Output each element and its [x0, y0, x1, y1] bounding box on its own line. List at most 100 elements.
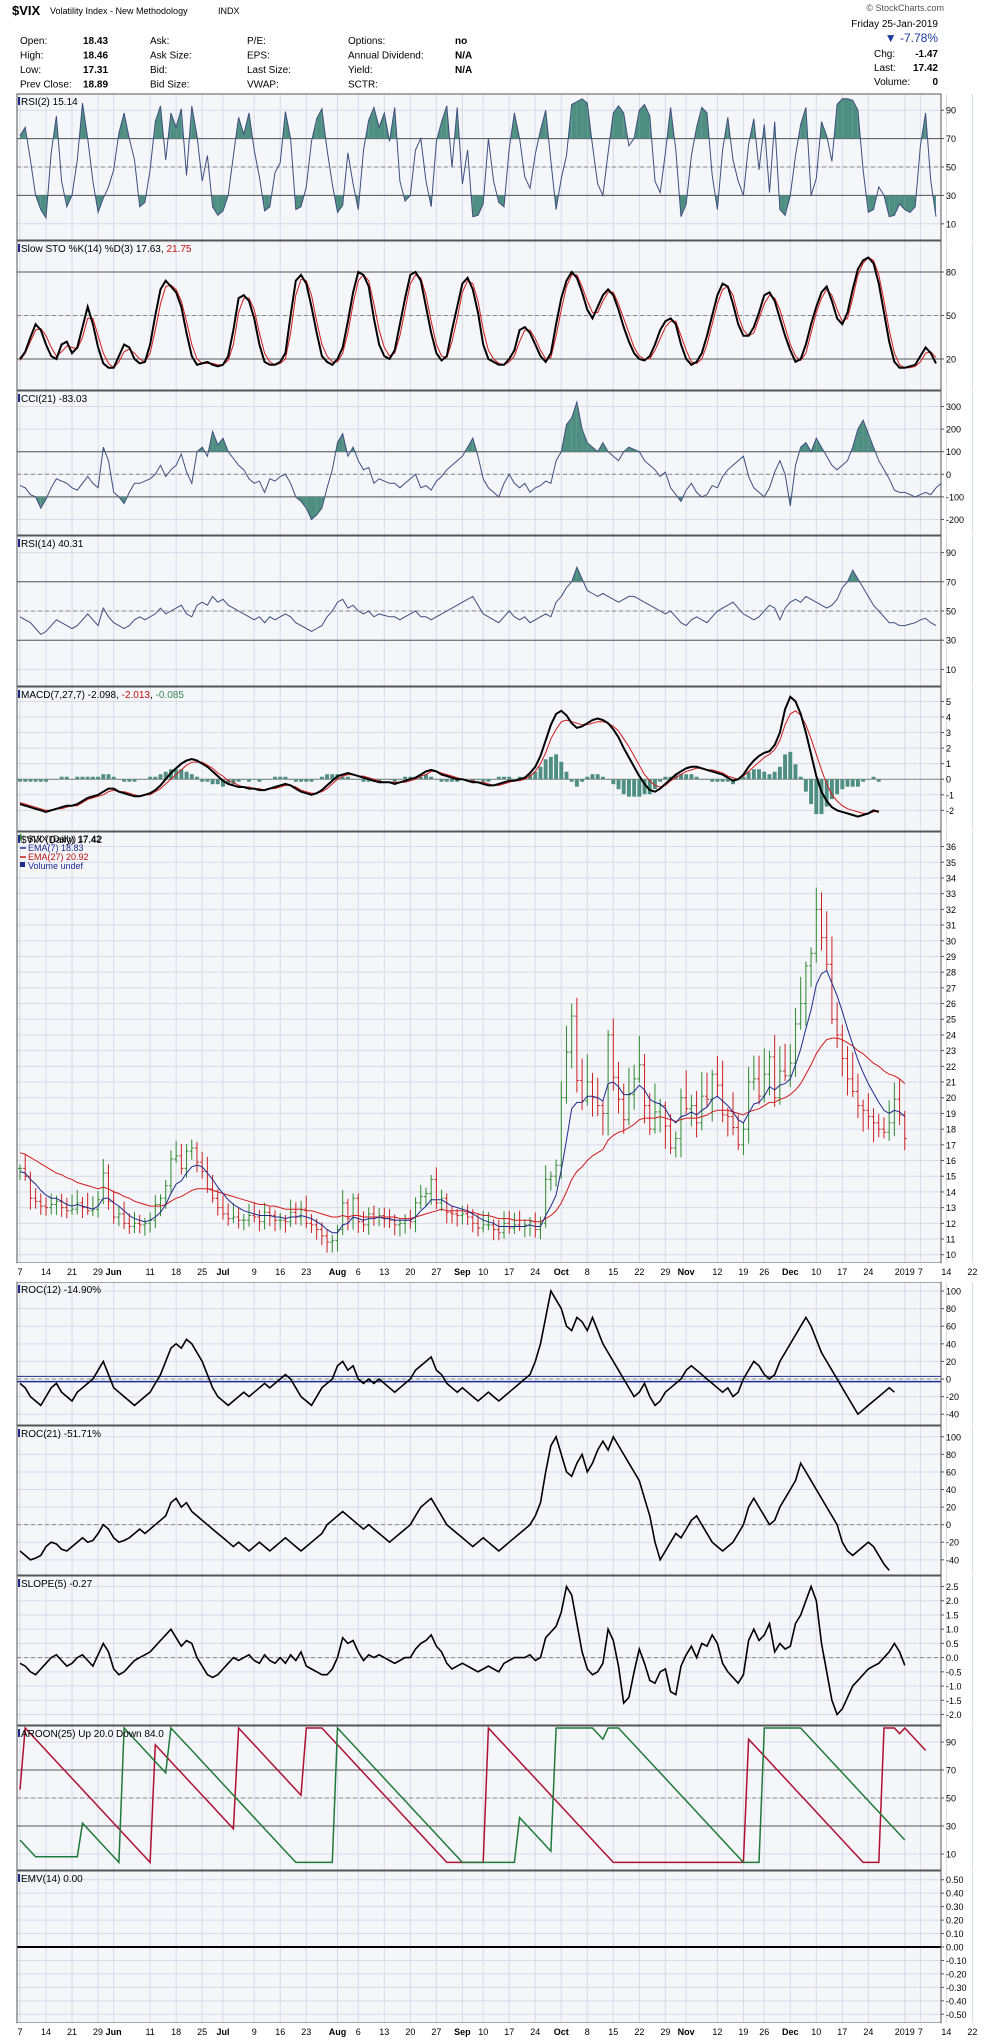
panel-title: SLOPE(5) -0.27: [21, 1579, 93, 1590]
y-tick-label: 60: [946, 1467, 956, 1477]
plot-area: [18, 887, 907, 1253]
watermark-text: © StockCharts.com: [866, 3, 944, 13]
x-month-label: Sep: [454, 1267, 471, 1277]
macd-histogram-bar: [54, 779, 59, 780]
y-tick-label: 22: [946, 1062, 956, 1072]
plot-area: [17, 1584, 941, 1717]
y-tick-label: -1.5: [946, 1696, 962, 1706]
x-day-label: 29: [660, 2027, 670, 2037]
band-fill-segment: [576, 402, 583, 452]
y-tick-label: 30: [946, 191, 956, 201]
quote-value: 18.46: [83, 51, 108, 62]
quote-right-label: Last:: [874, 63, 896, 74]
macd-histogram-bar: [647, 779, 652, 795]
x-axis-middle: 7 14 21 29 Jun 11 18 25 Jul 9 16 23 Aug 6 13 20 27 Sep 10 1…: [17, 1263, 977, 1282]
band-fill-segment: [478, 195, 484, 216]
slope-line: [19, 1584, 906, 1717]
y-tick-label: 60: [946, 1322, 956, 1332]
macd-histogram-bar: [387, 779, 392, 780]
y-tick-label: 50: [946, 311, 956, 321]
macd-histogram-bar: [793, 764, 798, 780]
panel-marker: [18, 539, 20, 547]
macd-histogram-bar: [710, 779, 715, 782]
y-tick-label: 40: [946, 1485, 956, 1495]
y-tick-label: 26: [946, 999, 956, 1009]
band-fill-segment: [628, 447, 635, 452]
quote-label: VWAP:: [247, 80, 279, 91]
y-tick-label: 18: [946, 1125, 956, 1135]
x-month-label: Oct: [554, 2027, 569, 2037]
legend-label: $VIX (Daily) 17.42: [28, 834, 101, 844]
macd-histogram-bar: [205, 779, 210, 782]
panel-background: [17, 687, 941, 831]
x-axis-bottom: 7 14 21 29 Jun 11 18 25 Jul 9 16 23 Aug 6 13 20 27 Sep 10 1…: [17, 2023, 977, 2041]
band-fill-segment: [800, 442, 806, 452]
panel-background: [17, 391, 941, 535]
x-month-label: Jul: [216, 2027, 229, 2037]
y-tick-label: 28: [946, 968, 956, 978]
panel-rsi14: 10 30 50 70 90 RSI(14) 40.31: [16, 535, 973, 687]
band-fill-segment: [857, 420, 864, 452]
x-month-label: Dec: [782, 2027, 799, 2037]
panel-border: [16, 390, 942, 536]
macd-histogram-bar: [533, 771, 538, 780]
panel-marker: [18, 394, 20, 402]
band-fill-segment: [899, 195, 905, 210]
y-tick-label: 90: [946, 1738, 956, 1748]
quote-label: Open:: [20, 36, 47, 47]
x-day-label: 24: [530, 2027, 540, 2037]
panel-price: 10 11 12 13 14 15 16 17 18 19 20 21 22 23 24 25 26 27 28 29…: [16, 831, 973, 1264]
band-fill-segment: [170, 113, 177, 139]
x-day-label: 17: [837, 1267, 847, 1277]
macd-histogram-bar: [621, 779, 626, 795]
title-part: -2.013: [122, 690, 151, 701]
macd-histogram-bar: [772, 771, 777, 780]
band-fill-segment: [613, 105, 619, 139]
y-tick-label: 70: [946, 1766, 956, 1776]
macd-histogram-bar: [80, 776, 85, 780]
y-tick-label: 100: [946, 1287, 961, 1297]
x-day-label: 21: [67, 2027, 77, 2037]
macd-histogram-bar: [382, 779, 387, 780]
x-day-label: 24: [530, 1267, 540, 1277]
y-tick-label: 20: [946, 355, 956, 365]
band-fill-segment: [566, 417, 572, 452]
macd-histogram-bar: [288, 779, 293, 780]
panel-title: AROON(25) Up 20.0 Down 84.0: [21, 1729, 164, 1740]
band-fill-segment: [498, 195, 504, 207]
macd-histogram-bar: [122, 779, 127, 782]
x-day-label: 15: [608, 1267, 618, 1277]
macd-histogram-bar: [606, 779, 611, 780]
y-tick-label: -1.0: [946, 1682, 962, 1692]
y-tick-label: 0.00: [946, 1943, 964, 1953]
roc12-line: [19, 1288, 895, 1416]
band-fill-segment: [212, 195, 218, 216]
ema27-line: [19, 1037, 906, 1223]
aroon-up-line: [19, 1726, 906, 1865]
macd-histogram-bar: [538, 766, 543, 780]
y-tick-label: 1: [946, 759, 951, 769]
y-tick-label: -40: [946, 1555, 959, 1565]
macd-histogram-bar: [116, 779, 121, 780]
quote-label: Yield:: [348, 65, 373, 76]
macd-histogram-bar: [28, 779, 33, 782]
macd-histogram-bar: [18, 779, 22, 782]
y-tick-label: -0.50: [946, 2010, 967, 2020]
macd-histogram-bar: [595, 774, 600, 780]
x-day-label: 22: [634, 1267, 644, 1277]
band-fill-segment: [837, 98, 843, 139]
quote-label: High:: [20, 51, 43, 62]
y-tick-label: 0: [946, 1375, 951, 1385]
macd-histogram-bar: [200, 779, 205, 782]
y-tick-label: -2.0: [946, 1710, 962, 1720]
quote-label: Low:: [20, 65, 41, 76]
macd-histogram-bar: [101, 774, 106, 780]
x-month-label: Nov: [678, 2027, 695, 2037]
legend-label: EMA(27) 20.92: [28, 852, 89, 862]
y-tick-label: 2.5: [946, 1582, 959, 1592]
macd-histogram-bar: [148, 776, 153, 780]
y-tick-label: 90: [946, 106, 956, 116]
x-day-label: 25: [197, 2027, 207, 2037]
y-tick-label: 16: [946, 1156, 956, 1166]
panel-border: [16, 535, 942, 687]
